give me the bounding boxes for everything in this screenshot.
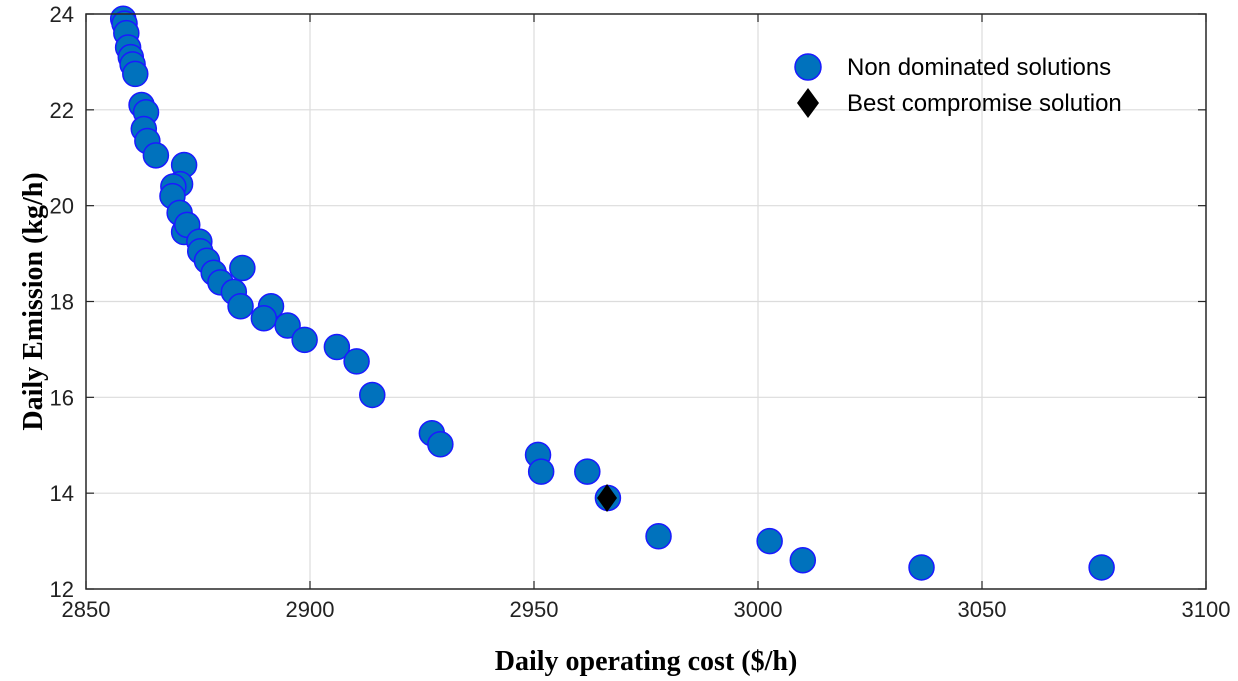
non-dominated-point — [250, 305, 278, 332]
legend-label: Best compromise solution — [847, 90, 1122, 117]
non-dominated-point — [527, 458, 555, 485]
y-tick-label: 22 — [50, 98, 74, 123]
x-tick-label: 3000 — [734, 597, 783, 622]
legend-diamond-marker — [797, 88, 819, 118]
x-tick-label: 3100 — [1182, 597, 1231, 622]
non-dominated-point — [359, 381, 386, 409]
x-tick-label: 2900 — [286, 597, 335, 622]
x-tick-label: 3050 — [958, 597, 1007, 622]
best-compromise-point — [597, 483, 618, 512]
y-tick-label: 14 — [50, 481, 74, 506]
non-dominated-point — [789, 547, 817, 574]
non-dominated-point — [908, 554, 935, 581]
y-tick-label: 12 — [50, 577, 74, 602]
data-points — [109, 5, 1115, 581]
non-dominated-point — [1088, 554, 1115, 581]
x-axis-title: Daily operating cost ($/h) — [495, 646, 798, 677]
non-dominated-point — [122, 60, 149, 88]
non-dominated-point — [291, 326, 318, 354]
y-axis-title: Daily Emission (kg/h) — [18, 172, 49, 430]
legend: Non dominated solutions Best compromise s… — [794, 53, 1122, 118]
legend-label: Non dominated solutions — [847, 54, 1111, 81]
non-dominated-point — [756, 527, 783, 555]
non-dominated-point — [274, 312, 301, 339]
y-tick-label: 16 — [50, 385, 74, 410]
non-dominated-point — [427, 431, 454, 458]
y-tick-label: 20 — [50, 194, 74, 219]
non-dominated-point — [323, 333, 351, 361]
non-dominated-point — [574, 458, 601, 485]
x-tick-label: 2950 — [510, 597, 559, 622]
y-tick-label: 18 — [50, 290, 74, 315]
y-tick-label: 24 — [50, 2, 74, 27]
non-dominated-point — [229, 254, 256, 282]
x-tick-label: 2850 — [62, 597, 111, 622]
non-dominated-point — [227, 293, 254, 320]
non-dominated-point — [142, 142, 170, 169]
axis-ticks: 2850 2900 2950 3000 3050 3100 12 14 16 18 20 22 24 — [50, 2, 1231, 622]
non-dominated-point — [645, 523, 672, 550]
non-dominated-point — [343, 348, 370, 375]
legend-circle-marker — [794, 53, 822, 81]
